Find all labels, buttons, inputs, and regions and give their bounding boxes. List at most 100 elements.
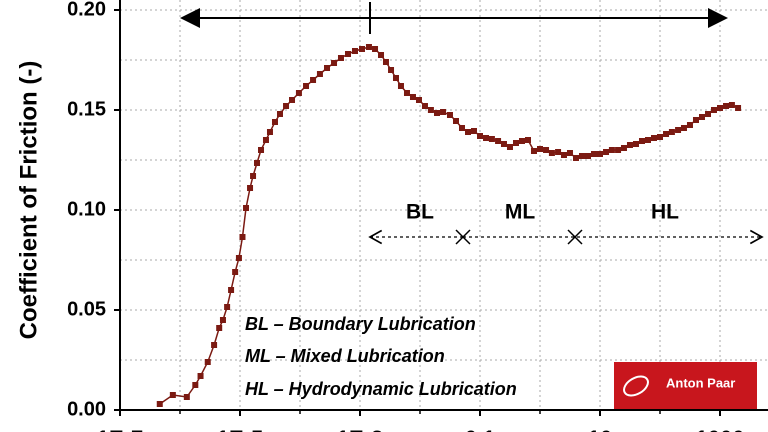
data-point [500, 141, 507, 147]
data-point [266, 129, 273, 135]
data-point [728, 102, 735, 108]
data-point [638, 138, 645, 144]
data-point [716, 105, 723, 111]
data-point [183, 394, 190, 400]
data-point [632, 141, 639, 147]
data-point [686, 122, 693, 128]
y-tick-label: 0.00 [67, 398, 106, 420]
data-point [596, 151, 603, 157]
data-point [421, 103, 428, 109]
regime-label: ML [505, 201, 535, 224]
data-point [433, 110, 440, 116]
data-point [488, 136, 495, 142]
data-point [228, 287, 235, 293]
y-tick-label: 0.10 [67, 198, 106, 220]
data-point [351, 48, 358, 54]
data-point [409, 94, 416, 100]
data-point [258, 147, 265, 153]
note: ML – Mixed Lubrication [245, 346, 445, 366]
data-point [204, 359, 211, 365]
data-point [219, 317, 226, 323]
x-tick-label: 10 [588, 426, 612, 432]
data-point [465, 129, 472, 135]
note: BL – Boundary Lubrication [245, 314, 476, 334]
y-axis-title: Coefficient of Friction (-) [15, 61, 42, 340]
data-point [458, 125, 465, 131]
data-point [495, 138, 502, 144]
data-point [590, 151, 597, 157]
data-point [650, 135, 657, 141]
data-point [365, 44, 372, 50]
data-point [239, 234, 246, 240]
data-point [548, 150, 555, 156]
data-point [378, 52, 385, 58]
x-tick-label: 1E-5 [217, 426, 263, 432]
data-point [392, 75, 399, 81]
data-point [698, 114, 705, 120]
data-point [525, 137, 532, 143]
data-point [560, 152, 567, 158]
data-point [156, 401, 163, 407]
data-point [645, 137, 652, 143]
data-point [518, 138, 525, 144]
data-point [536, 146, 543, 152]
data-point [512, 140, 519, 146]
data-point [397, 83, 404, 89]
data-point [566, 150, 573, 156]
logo-icon [623, 375, 649, 397]
regime-boundary [455, 229, 583, 245]
x-tick-label: 1E-7 [97, 426, 143, 432]
data-point [253, 160, 260, 166]
y-tick-label: 0.15 [67, 98, 106, 120]
data-point [675, 127, 682, 133]
data-point [271, 119, 278, 125]
data-point [530, 148, 537, 154]
data-point [243, 205, 250, 211]
data-point [388, 67, 395, 73]
data-point [735, 105, 742, 111]
data-point [211, 342, 218, 348]
data-point [250, 173, 257, 179]
y-tick-label: 0.05 [67, 298, 106, 320]
data-point [427, 107, 434, 113]
data-point [668, 129, 675, 135]
data-point [192, 382, 199, 388]
data-point [446, 112, 453, 118]
data-point [705, 111, 712, 117]
logo-text: Anton Paar [666, 375, 735, 390]
data-point [224, 304, 231, 310]
data-point [506, 144, 513, 150]
data-point [382, 59, 389, 65]
data-point [603, 149, 610, 155]
data-point [555, 149, 562, 155]
data-point [680, 125, 687, 131]
data-point [310, 77, 317, 83]
data-point [608, 147, 615, 153]
data-point [331, 60, 338, 66]
data-point [235, 255, 242, 261]
data-point [663, 131, 670, 137]
data-point [710, 107, 717, 113]
data-point [615, 147, 622, 153]
regime-label: HL [651, 201, 679, 224]
data-point [543, 147, 550, 153]
data-point [585, 153, 592, 159]
data-point [470, 128, 477, 134]
data-point [415, 97, 422, 103]
data-point [626, 142, 633, 148]
data-point [232, 269, 239, 275]
note: HL – Hydrodynamic Lubrication [245, 379, 517, 399]
data-point [324, 65, 331, 71]
x-tick-label: 0.1 [465, 426, 496, 432]
x-tick-label: 1000 [696, 426, 745, 432]
data-point [337, 55, 344, 61]
data-point [283, 103, 290, 109]
data-point [440, 109, 447, 115]
data-point [620, 145, 627, 151]
data-point [303, 83, 310, 89]
data-point [216, 325, 223, 331]
data-point [169, 392, 176, 398]
data-point [723, 103, 730, 109]
data-point [316, 71, 323, 77]
